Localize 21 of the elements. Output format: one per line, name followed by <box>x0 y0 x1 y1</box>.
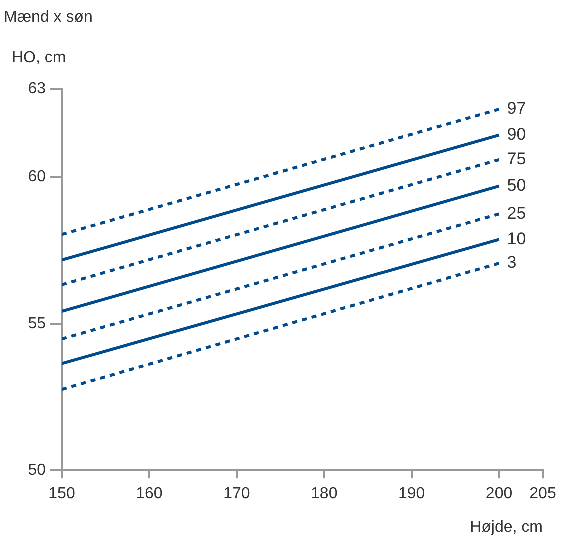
y-tick-label: 50 <box>28 462 46 480</box>
series-label: 50 <box>507 176 526 195</box>
x-axis-title: Højde, cm <box>470 518 543 536</box>
x-tick-label: 190 <box>398 486 426 503</box>
series-label: 25 <box>507 204 526 223</box>
y-tick-label: 63 <box>28 80 46 98</box>
y-axis-title: HO, cm <box>12 49 66 66</box>
y-tick-label: 60 <box>28 168 46 186</box>
x-tick-label: 180 <box>311 486 338 503</box>
x-tick-label: 160 <box>136 486 163 503</box>
chart-title: Mænd x søn <box>4 9 93 26</box>
series-label: 3 <box>507 253 517 272</box>
x-tick-label: 170 <box>224 486 250 503</box>
series-label: 90 <box>507 124 526 144</box>
x-tick-label: 205 <box>530 486 556 503</box>
series-label: 10 <box>507 229 526 248</box>
series-label: 75 <box>507 150 526 169</box>
x-tick-label: 200 <box>486 486 513 503</box>
y-tick-label: 55 <box>28 315 46 332</box>
series-label: 97 <box>507 99 526 118</box>
x-tick-label: 150 <box>48 486 76 503</box>
